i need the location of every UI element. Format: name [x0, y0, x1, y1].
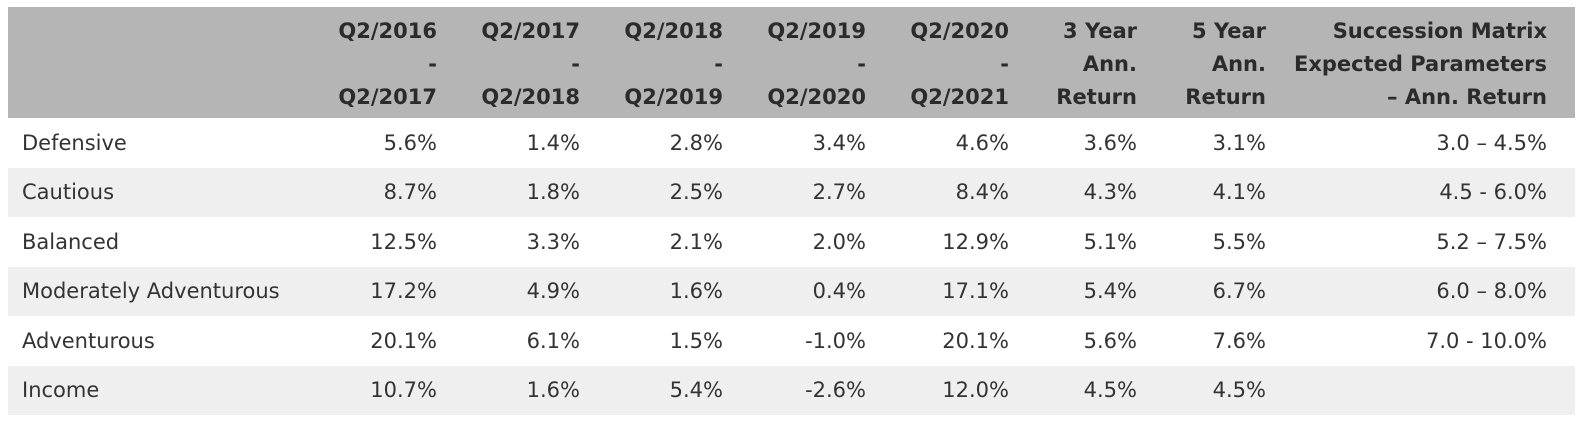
column-header-line: Expected Parameters	[1293, 52, 1547, 76]
header-row: Q2/2016- Q2/2017 Q2/2017- Q2/2018 Q2/2018- Q2…	[8, 7, 1575, 118]
table-cell: 8.7%	[306, 167, 449, 217]
table-cell: 3.1%	[1212, 130, 1266, 155]
table-cell: 1.4%	[526, 130, 580, 155]
column-header-line: Succession Matrix	[1332, 19, 1547, 43]
row-label: Balanced	[22, 229, 120, 254]
table-row: Moderately Adventurous 17.2% 4.9% 1.6% 0.4% 1…	[8, 266, 1575, 316]
table-cell: 17.1%	[878, 266, 1021, 316]
table-cell: 5.6%	[1083, 328, 1137, 353]
table-cell: 5.4%	[1021, 266, 1149, 316]
table-cell: 7.0 - 10.0%	[1425, 328, 1547, 353]
column-header-line: Return	[1056, 85, 1137, 109]
column-header-line: Return	[1185, 85, 1266, 109]
row-label: Cautious	[8, 167, 306, 217]
column-header-line: Q2/2017	[481, 19, 580, 43]
column-header-line: 3 Year	[1063, 19, 1137, 43]
table-cell: 2.8%	[669, 130, 723, 155]
table-cell: 4.9%	[449, 266, 592, 316]
table-cell: 4.1%	[1149, 167, 1278, 217]
table-row: Defensive 5.6% 1.4% 2.8% 3.4% 4.6% 3.6% 3.1% 3.0…	[8, 118, 1575, 168]
column-header: 3 Year Ann. Return	[1021, 7, 1149, 118]
column-header: Q2/2017 - Q2/2018	[449, 7, 592, 118]
column-header: Succession Matrix Expected Parameters – An…	[1278, 7, 1575, 118]
table-cell: 4.5%	[1021, 365, 1149, 415]
column-header-line: – Ann. Return	[1387, 85, 1547, 109]
table-cell: 1.8%	[449, 167, 592, 217]
table-cell: 1.6%	[592, 266, 735, 316]
table-cell: 2.1%	[669, 229, 723, 254]
table-cell: -1.0%	[805, 328, 866, 353]
table-cell: 0.4%	[735, 266, 878, 316]
table-cell: 5.5%	[1212, 229, 1266, 254]
column-header-line: Q2/2019	[624, 85, 723, 109]
column-header-line: 5 Year	[1192, 19, 1266, 43]
table-cell: 10.7%	[306, 365, 449, 415]
table-cell: 5.1%	[1083, 229, 1137, 254]
column-header-line: Q2/2021	[910, 85, 1009, 109]
table-cell: 4.5%	[1149, 365, 1278, 415]
column-header: Q2/2020 - Q2/2021	[878, 7, 1021, 118]
column-header-line: Ann.	[1082, 52, 1137, 76]
table-cell: 3.3%	[526, 229, 580, 254]
column-header-line: Q2/2018	[481, 85, 580, 109]
table-cell: 2.0%	[812, 229, 866, 254]
table-cell: 3.0 – 4.5%	[1436, 130, 1547, 155]
column-header-line: Q2/2018	[624, 19, 723, 43]
table-cell: 1.6%	[449, 365, 592, 415]
table-cell: -2.6%	[735, 365, 878, 415]
table-row: Balanced 12.5% 3.3% 2.1% 2.0% 12.9% 5.1% 5.5% 5.…	[8, 217, 1575, 267]
column-header-line: -	[857, 52, 866, 76]
table-cell: 6.7%	[1149, 266, 1278, 316]
table-cell: 12.0%	[878, 365, 1021, 415]
table-cell: 3.6%	[1083, 130, 1137, 155]
table-cell: 5.4%	[592, 365, 735, 415]
table-cell	[1278, 365, 1575, 415]
column-header-line: -	[571, 52, 580, 76]
column-header: Q2/2016 - Q2/2017	[306, 7, 449, 118]
column-header-line: -	[428, 52, 437, 76]
table-cell: 8.4%	[878, 167, 1021, 217]
table-row: Income 10.7% 1.6% 5.4% -2.6% 12.0% 4.5% 4.5%	[8, 365, 1575, 415]
table-cell: 2.7%	[735, 167, 878, 217]
table-cell: 20.1%	[370, 328, 437, 353]
table-cell: 17.2%	[306, 266, 449, 316]
table-cell: 20.1%	[942, 328, 1009, 353]
column-header-line: Q2/2019	[767, 19, 866, 43]
table-cell: 4.5 - 6.0%	[1278, 167, 1575, 217]
row-label: Moderately Adventurous	[8, 266, 306, 316]
table-cell: 2.5%	[592, 167, 735, 217]
table-cell: 5.2 – 7.5%	[1436, 229, 1547, 254]
column-header: 5 Year Ann. Return	[1149, 7, 1278, 118]
column-header: Q2/2019 - Q2/2020	[735, 7, 878, 118]
column-header: Q2/2018 - Q2/2019	[592, 7, 735, 118]
table-cell: 12.9%	[942, 229, 1009, 254]
table-cell: 7.6%	[1212, 328, 1266, 353]
column-header-line: Q2/2016	[338, 19, 437, 43]
table-cell: 12.5%	[370, 229, 437, 254]
returns-table: Q2/2016- Q2/2017 Q2/2017- Q2/2018 Q2/2018- Q2…	[8, 7, 1575, 415]
table-cell: 5.6%	[383, 130, 437, 155]
table-row: Cautious 8.7% 1.8% 2.5% 2.7% 8.4% 4.3% 4.1% 4.5 …	[8, 167, 1575, 217]
table-cell: 4.3%	[1021, 167, 1149, 217]
header-empty	[8, 7, 306, 118]
table-row: Adventurous 20.1% 6.1% 1.5% -1.0% 20.1% 5.6% 7.…	[8, 316, 1575, 366]
column-header-line: Ann.	[1211, 52, 1266, 76]
table-cell: 6.0 – 8.0%	[1278, 266, 1575, 316]
column-header-line: Q2/2020	[910, 19, 1009, 43]
table-cell: 6.1%	[526, 328, 580, 353]
table-cell: 4.6%	[955, 130, 1009, 155]
row-label: Income	[8, 365, 306, 415]
table-cell: 1.5%	[669, 328, 723, 353]
column-header-line: -	[714, 52, 723, 76]
table-cell: 3.4%	[812, 130, 866, 155]
column-header-line: -	[1000, 52, 1009, 76]
row-label: Adventurous	[22, 328, 155, 353]
row-label: Defensive	[22, 130, 127, 155]
column-header-line: Q2/2020	[767, 85, 866, 109]
column-header-line: Q2/2017	[338, 85, 437, 109]
